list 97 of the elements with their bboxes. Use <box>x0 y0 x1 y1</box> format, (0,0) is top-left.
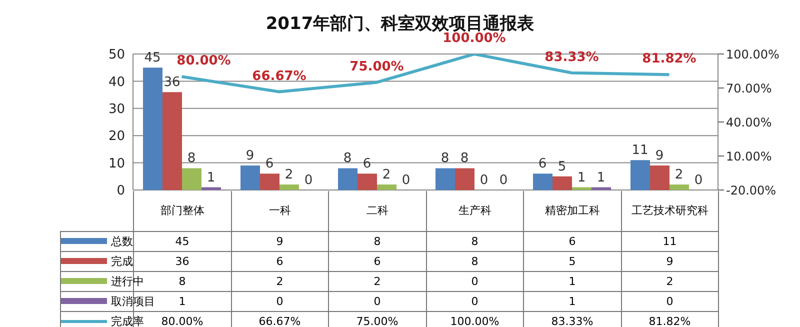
bar <box>592 187 611 190</box>
text: 83.33% <box>544 50 599 65</box>
x-tick-label: 二科 <box>328 191 426 232</box>
bar <box>280 184 299 190</box>
y2-tick-label: 70.00% <box>726 81 772 96</box>
text: 45 <box>144 50 161 66</box>
y2-tick-label: -20.00% <box>726 183 776 198</box>
bar <box>533 174 552 190</box>
text: 0 <box>499 173 508 188</box>
data-label: 8 <box>328 232 426 252</box>
text: 2 <box>382 168 391 183</box>
text: 75.00% <box>350 59 404 74</box>
x-tick-label: 部门整体 <box>134 191 231 232</box>
data-label: 2 <box>621 272 718 292</box>
text: 1 <box>206 170 216 186</box>
y-tick-label: 40 <box>108 74 125 90</box>
text: 8 <box>343 151 352 166</box>
data-label: 8 <box>426 252 524 272</box>
bar <box>202 187 221 190</box>
data-label: 45 <box>134 232 231 252</box>
text: 2 <box>674 168 684 183</box>
y-tick-label: 30 <box>108 102 125 118</box>
bar <box>650 166 670 190</box>
bar <box>143 68 162 190</box>
y-tick-label: 0 <box>116 184 125 199</box>
legend-label: 完成率 <box>110 314 144 327</box>
text: 100.00% <box>442 31 506 46</box>
text: 9 <box>246 148 254 164</box>
text: 1 <box>596 170 606 186</box>
y2-tick-label: 40.00% <box>726 115 772 130</box>
legend-label: 完成 <box>60 252 134 272</box>
bar <box>162 92 182 190</box>
bar <box>338 168 358 190</box>
text: 5 <box>558 159 566 174</box>
x-tick-label: 工艺技术研究科 <box>621 191 718 232</box>
data-label: 0 <box>426 272 524 292</box>
data-label: 1 <box>524 292 621 312</box>
x-tick-label: 生产科 <box>426 191 524 232</box>
bar <box>377 184 396 190</box>
data-label: 1 <box>524 272 621 292</box>
data-label: 8 <box>426 232 524 252</box>
data-label: 0 <box>621 292 718 312</box>
data-label: 5 <box>524 252 621 272</box>
text: 1 <box>577 170 586 186</box>
data-label: 8 <box>178 274 186 288</box>
bar <box>240 166 260 190</box>
data-label: 75.00% <box>328 312 426 327</box>
data-label: 83.33% <box>524 312 621 327</box>
x-tick-label: 精密加工科 <box>524 191 621 232</box>
y2-tick-label: 100.00% <box>726 47 780 62</box>
data-label: 6 <box>524 232 621 252</box>
text: 9 <box>655 148 664 164</box>
bar <box>182 168 202 190</box>
data-label: 0 <box>426 292 524 312</box>
data-label: 81.82% <box>621 312 718 327</box>
text: 66.67% <box>252 68 306 84</box>
bar <box>260 174 280 190</box>
legend-label: 进行中 <box>110 274 144 290</box>
bar <box>436 168 455 190</box>
bar <box>552 176 572 190</box>
text: 8 <box>440 151 450 166</box>
y-tick-label: 10 <box>108 156 125 172</box>
data-label: 11 <box>621 232 718 252</box>
legend-label: 取消项目 <box>110 294 155 310</box>
bar <box>358 174 377 190</box>
x-tick-label: 一科 <box>231 191 328 232</box>
text: 11 <box>632 143 648 158</box>
data-label: 2 <box>231 272 328 292</box>
bar <box>630 160 650 190</box>
data-label: 1 <box>178 294 186 308</box>
y-tick-label: 50 <box>108 48 125 63</box>
legend-label: 总数 <box>60 232 134 252</box>
text: 0 <box>304 173 313 188</box>
text: 8 <box>187 151 196 166</box>
data-label: 36 <box>134 252 231 272</box>
y2-tick-label: 10.00% <box>726 149 772 164</box>
text: 80.00% <box>176 54 231 69</box>
text: 0 <box>694 173 703 188</box>
y-tick-label: 20 <box>108 129 125 144</box>
data-label: 2 <box>328 272 426 292</box>
data-label: 0 <box>231 292 328 312</box>
data-label: 100.00% <box>426 312 524 327</box>
text: 0 <box>402 173 410 188</box>
data-label: 6 <box>328 252 426 272</box>
data-label: 80.00% <box>161 314 204 327</box>
data-label: 9 <box>231 232 328 252</box>
data-label: 0 <box>328 292 426 312</box>
data-label: 66.67% <box>231 312 328 327</box>
data-label: 9 <box>621 252 718 272</box>
bar <box>670 184 689 190</box>
text: 0 <box>480 173 488 188</box>
bar <box>455 168 474 190</box>
bar <box>572 187 592 190</box>
data-label: 6 <box>231 252 328 272</box>
text: 8 <box>460 151 469 166</box>
text: 81.82% <box>642 52 696 67</box>
text: 2 <box>284 168 294 183</box>
